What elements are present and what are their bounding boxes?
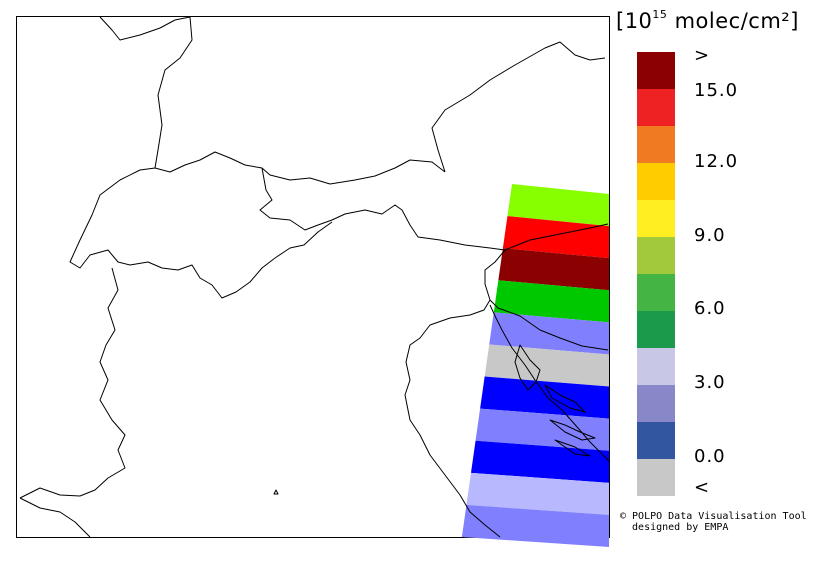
swath-band [480,376,609,419]
legend-tick-label: 15.0 [694,80,739,101]
swath-band [493,280,609,323]
legend-tick-label: 9.0 [694,225,726,246]
legend-tick-label: > [694,45,711,66]
swath-band [507,184,609,227]
swath-band [484,344,609,387]
legend-unit-title: [1015 molec/cm²] [616,8,799,33]
swath-band [470,440,609,483]
coastline [19,299,611,538]
legend-tick-label: 3.0 [694,372,726,393]
map-frame [16,16,610,538]
legend-tick-label: < [694,477,711,498]
swath-band [498,248,609,291]
swath-band [502,216,609,259]
credit-text: © POLPO Data Visualisation Tool designed… [620,511,807,533]
satellite-swath [461,184,609,547]
swath-band [475,408,609,451]
legend-tick-label: 0.0 [694,446,726,467]
legend-tick-label: 12.0 [694,151,739,172]
country-borders [19,16,609,499]
swath-band [466,472,609,515]
legend-tick-label: 6.0 [694,298,726,319]
